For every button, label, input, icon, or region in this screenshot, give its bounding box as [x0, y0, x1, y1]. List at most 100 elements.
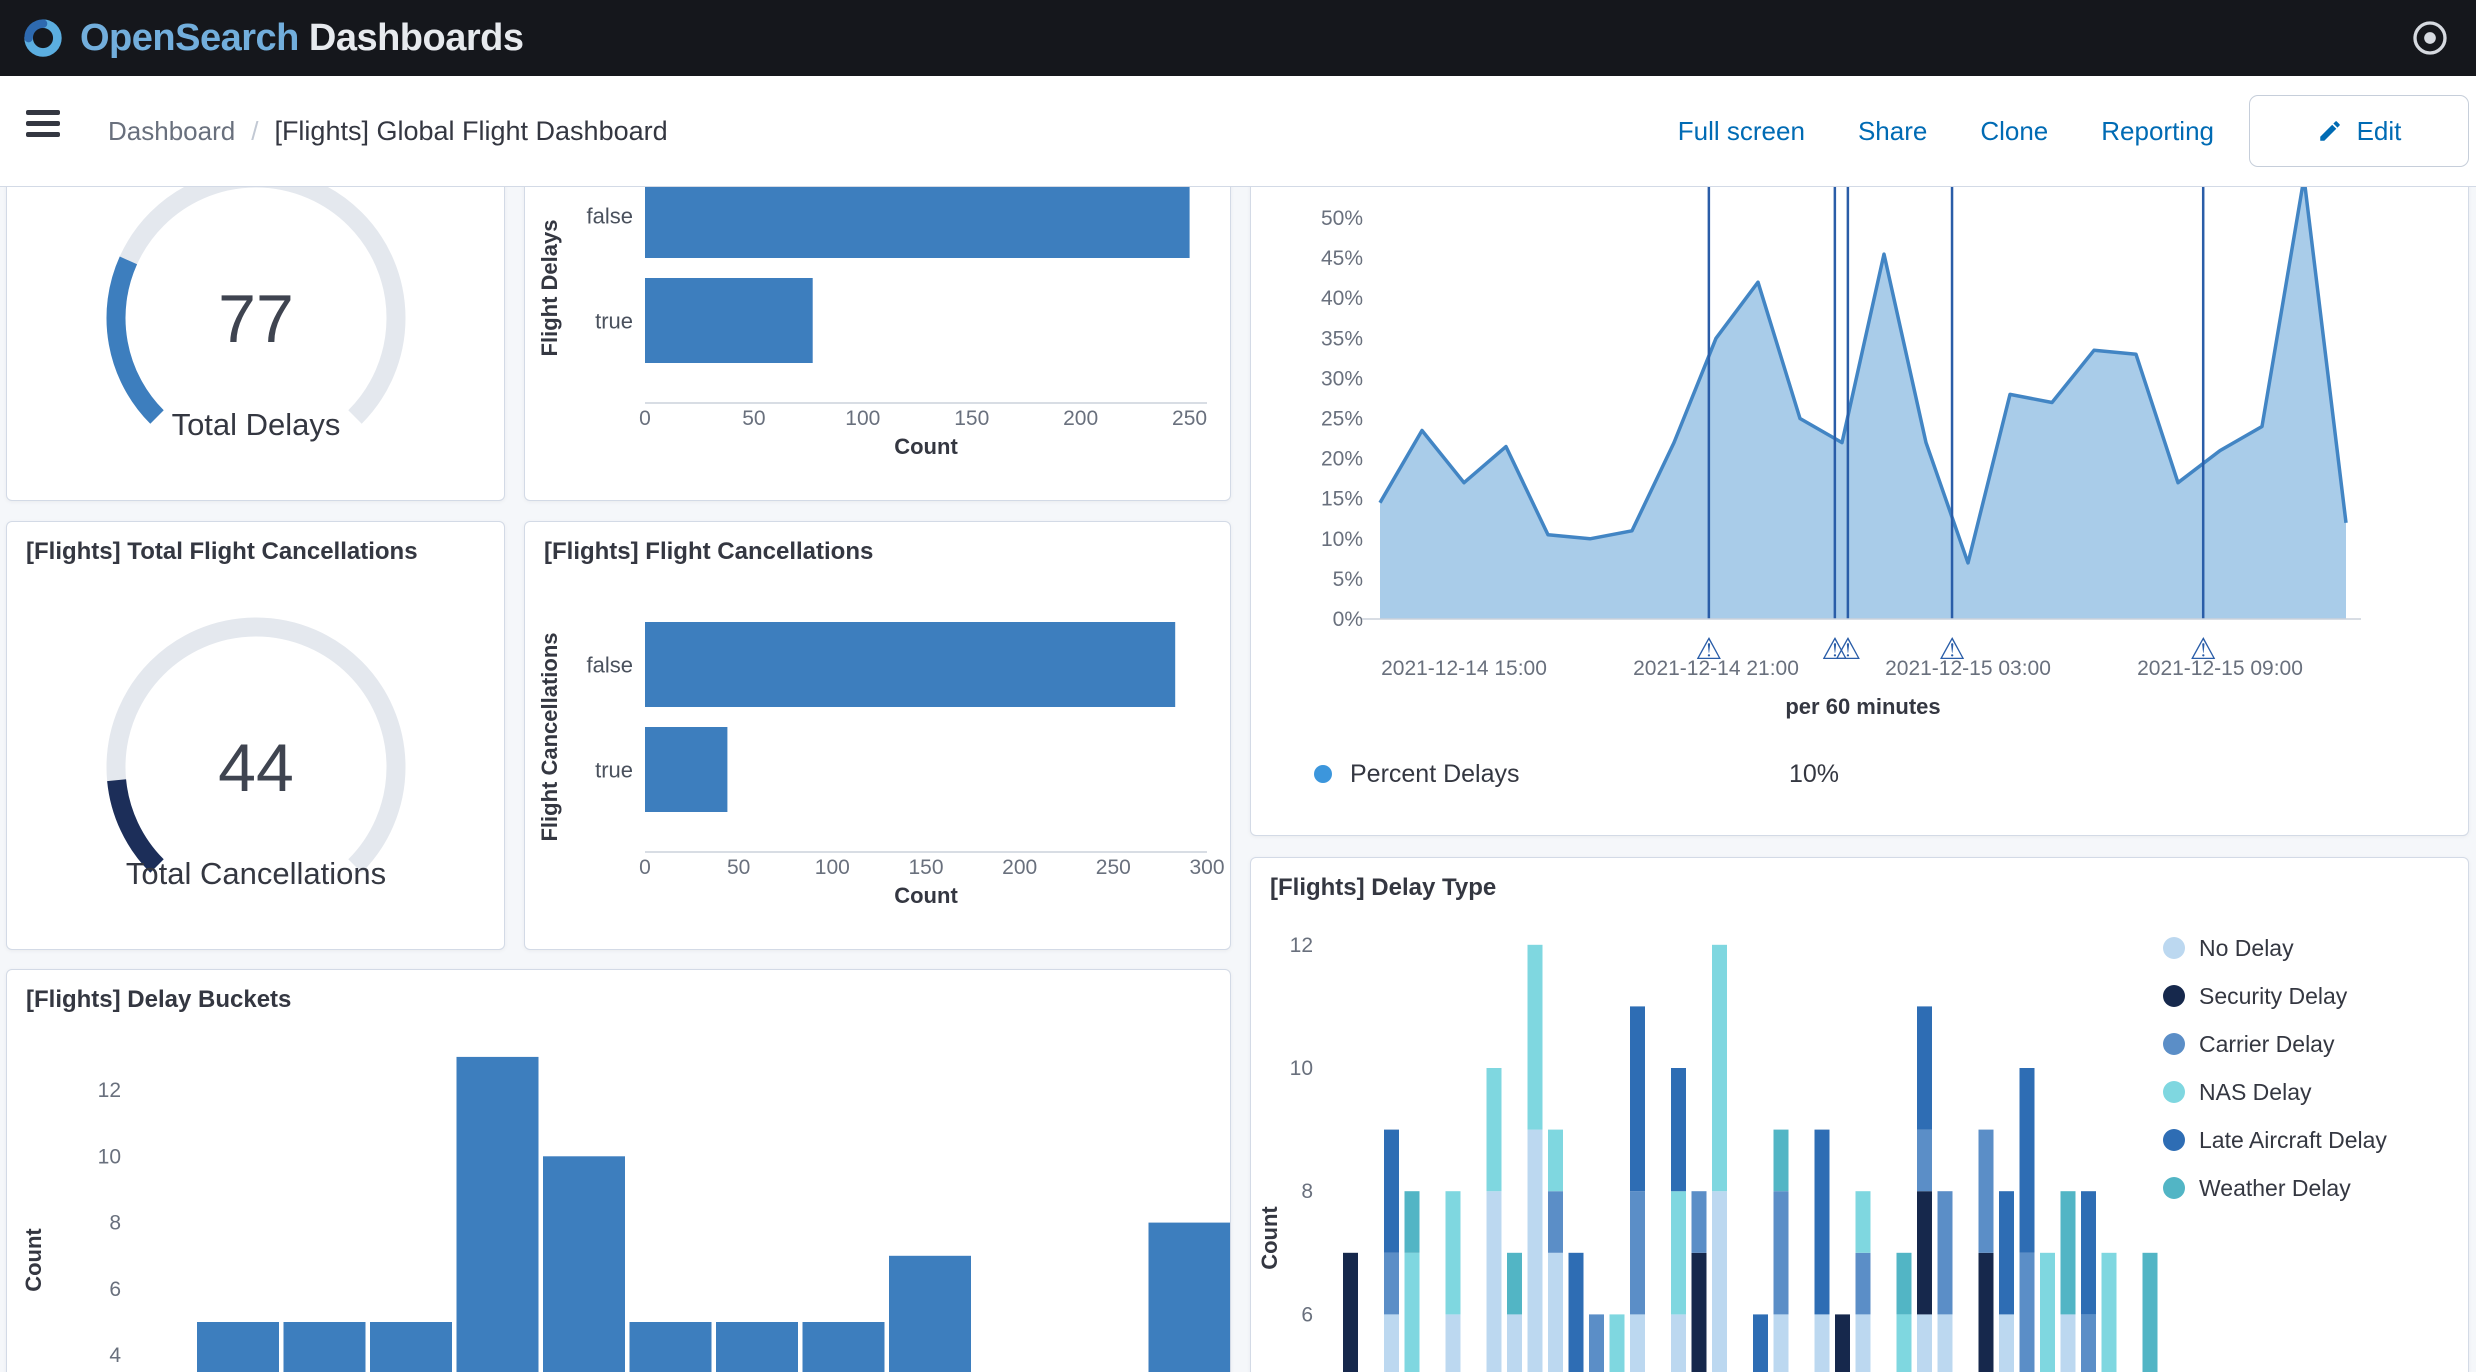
svg-text:true: true [595, 309, 633, 334]
legend-item[interactable]: NAS Delay [2163, 1076, 2387, 1108]
legend-label: Security Delay [2199, 982, 2348, 1009]
legend-item[interactable]: Weather Delay [2163, 1172, 2387, 1204]
svg-text:2021-12-15 09:00: 2021-12-15 09:00 [2137, 657, 2303, 680]
pencil-icon [2319, 121, 2340, 141]
svg-text:50: 50 [742, 407, 765, 430]
bars[interactable] [645, 186, 1190, 363]
svg-text:50%: 50% [1321, 207, 1363, 230]
legend-item[interactable]: Carrier Delay [2163, 1028, 2387, 1060]
menu-button[interactable] [26, 110, 62, 150]
svg-text:Flight Delays: Flight Delays [537, 220, 562, 357]
panel-title: [Flights] Total Flight Cancellations [26, 538, 418, 565]
legend-item[interactable]: Late Aircraft Delay [2163, 1124, 2387, 1156]
svg-text:0: 0 [639, 856, 651, 879]
svg-text:200: 200 [1063, 407, 1098, 430]
legend-dot [2163, 1081, 2185, 1103]
svg-text:per 60 minutes: per 60 minutes [1785, 694, 1940, 719]
svg-text:Count: Count [21, 1228, 46, 1292]
area-line [1378, 186, 2348, 565]
panel-total-delays: 77 Total Delays [6, 186, 505, 501]
svg-text:100: 100 [815, 856, 850, 879]
svg-text:8: 8 [109, 1212, 121, 1235]
svg-text:⚠: ⚠ [1821, 633, 1848, 666]
gauge-value: 77 [218, 281, 294, 357]
legend-label: Late Aircraft Delay [2199, 1126, 2387, 1153]
edit-button[interactable]: Edit [2249, 95, 2469, 167]
svg-text:0: 0 [639, 407, 651, 430]
top-navigation-bar: OpenSearch Dashboards [0, 0, 2476, 76]
svg-text:0%: 0% [1333, 608, 1363, 631]
panel-total-cancellations: [Flights] Total Flight Cancellations 44 … [6, 521, 505, 950]
panel-title: [Flights] Delay Buckets [26, 986, 292, 1013]
stacked-bars[interactable] [1343, 944, 2158, 1372]
svg-text:6: 6 [109, 1278, 121, 1301]
svg-text:40%: 40% [1321, 287, 1363, 310]
svg-text:2021-12-15 03:00: 2021-12-15 03:00 [1885, 657, 2051, 680]
area-fill[interactable] [1380, 186, 2346, 619]
legend-dot [2163, 1033, 2185, 1055]
legend-dot [2163, 1177, 2185, 1199]
legend-series-label[interactable]: Percent Delays [1350, 759, 1520, 788]
svg-text:100: 100 [845, 407, 880, 430]
dashboard-actions: Full screen Share Clone Reporting [1678, 76, 2214, 186]
svg-text:10: 10 [1290, 1057, 1313, 1080]
delay-buckets-bar-chart[interactable]: 4 6 8 10 12 Count [7, 1020, 1230, 1372]
legend-dot [2163, 937, 2185, 959]
svg-text:⚠: ⚠ [1695, 633, 1722, 666]
chart-legend: Percent Delays [1314, 754, 1520, 794]
gauge-label: Total Delays [172, 407, 341, 442]
svg-text:250: 250 [1096, 856, 1131, 879]
total-delays-gauge: 77 Total Delays [106, 186, 406, 442]
brand-opensearch: OpenSearch [80, 16, 299, 59]
svg-text:10%: 10% [1321, 528, 1363, 551]
svg-text:true: true [595, 758, 633, 783]
legend-label: Carrier Delay [2199, 1030, 2335, 1057]
svg-text:300: 300 [1189, 856, 1224, 879]
brand-title: OpenSearch Dashboards [80, 17, 524, 60]
gauge-arcs [106, 617, 406, 873]
legend-label: No Delay [2199, 934, 2294, 961]
legend-dot [2163, 1129, 2185, 1151]
svg-text:⚠: ⚠ [1939, 633, 1966, 666]
dashboard-grid: 77 Total Delays false true 0 50 100 150 200 250… [0, 186, 2476, 1372]
svg-text:⚠: ⚠ [2190, 633, 2217, 666]
legend-item[interactable]: No Delay [2163, 932, 2387, 964]
flight-delays-bar-chart[interactable]: false true 0 50 100 150 200 250 Count Flight Dela… [525, 186, 1230, 500]
svg-text:10: 10 [98, 1145, 121, 1168]
brand-dashboards: Dashboards [308, 16, 524, 59]
breadcrumb-dashboard[interactable]: Dashboard [108, 115, 236, 146]
svg-text:false: false [587, 653, 633, 678]
reporting-button[interactable]: Reporting [2101, 115, 2214, 146]
legend-dot [1314, 765, 1332, 783]
bars[interactable] [197, 1056, 1230, 1372]
header-bar: Dashboard / [Flights] Global Flight Dash… [0, 76, 2476, 187]
opensearch-logo-icon [24, 19, 62, 57]
gauge-value: 44 [218, 730, 294, 806]
panel-title: [Flights] Delay Type [1270, 874, 1497, 901]
account-ring-icon[interactable] [2410, 18, 2450, 58]
svg-text:50: 50 [727, 856, 750, 879]
edit-button-label: Edit [2356, 115, 2402, 146]
bars[interactable] [645, 622, 1176, 812]
svg-text:false: false [587, 204, 633, 229]
full-screen-button[interactable]: Full screen [1677, 115, 1805, 146]
svg-text:4: 4 [109, 1344, 121, 1367]
breadcrumb-current-page: [Flights] Global Flight Dashboard [274, 115, 668, 146]
breadcrumb-separator: / [251, 115, 259, 146]
breadcrumb: Dashboard / [Flights] Global Flight Dash… [108, 76, 668, 186]
svg-text:12: 12 [1290, 934, 1313, 957]
svg-text:25%: 25% [1321, 408, 1363, 431]
clone-button[interactable]: Clone [1980, 115, 2049, 146]
svg-text:2021-12-14 21:00: 2021-12-14 21:00 [1633, 657, 1799, 680]
legend-label: NAS Delay [2199, 1078, 2312, 1105]
svg-text:Count: Count [894, 434, 958, 459]
legend-item[interactable]: Security Delay [2163, 980, 2387, 1012]
share-button[interactable]: Share [1857, 115, 1928, 146]
percent-delays-area-chart[interactable]: ⚠ ⚠⚠ ⚠ ⚠0%5%10%15%20%25%30%35%40%45%50%2021… [1251, 186, 2468, 835]
flight-cancellations-bar-chart[interactable]: false true 0 50 100 150 200 250 300 Count Flight C… [525, 522, 1230, 949]
svg-text:5%: 5% [1333, 568, 1363, 591]
legend-dot [2163, 985, 2185, 1007]
svg-text:⚠: ⚠ [1834, 633, 1861, 666]
